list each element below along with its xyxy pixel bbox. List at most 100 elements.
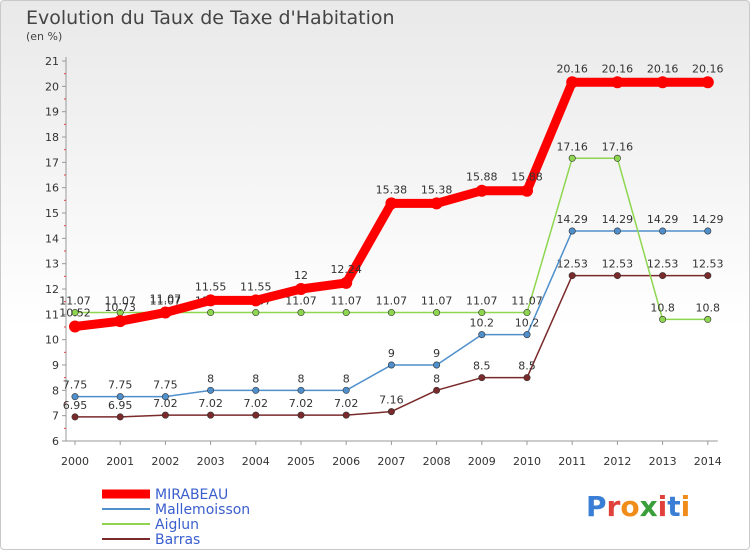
- x-tick-label: 2003: [197, 455, 225, 468]
- data-label: 11.07: [511, 295, 543, 308]
- logo-letter: P: [586, 490, 607, 523]
- logo-letter: x: [640, 490, 658, 523]
- data-label: 7.75: [63, 379, 88, 392]
- data-label: 15.88: [466, 171, 498, 184]
- data-label: 11.07: [150, 295, 182, 308]
- y-tick-label: 8: [52, 384, 59, 397]
- data-point: [207, 309, 215, 317]
- data-point: [340, 276, 353, 289]
- x-tick-label: 2000: [61, 455, 89, 468]
- data-label: 12.53: [692, 258, 724, 271]
- y-tick-label: 13: [45, 258, 59, 271]
- data-point: [478, 331, 486, 339]
- data-point: [433, 309, 441, 317]
- x-tick-label: 2011: [558, 455, 586, 468]
- data-label: 9: [433, 347, 440, 360]
- x-tick-label: 2004: [242, 455, 270, 468]
- series-layer: 6.95 6.95 7.02 7.02 7.02 7.02 7.02 7.16 8 8.5 8.5 1…: [59, 62, 724, 421]
- data-point: [71, 413, 79, 421]
- data-label: 17.16: [602, 140, 634, 153]
- data-label: 8: [298, 372, 305, 385]
- data-label: 10.2: [515, 317, 540, 330]
- logo-letter: t: [667, 490, 680, 523]
- x-tick-label: 2007: [377, 455, 405, 468]
- data-label: 20.16: [602, 62, 634, 75]
- data-label: 12.53: [647, 258, 679, 271]
- data-point: [297, 411, 305, 419]
- logo-letter: o: [620, 490, 639, 523]
- data-point: [297, 309, 305, 317]
- y-tick-label: 10: [45, 334, 59, 347]
- data-label: 11.07: [59, 295, 91, 308]
- data-point: [611, 76, 624, 89]
- data-label: 11.07: [150, 293, 182, 306]
- data-point: [207, 411, 215, 419]
- y-tick-label: 12: [45, 283, 59, 296]
- data-label: 12: [294, 269, 308, 282]
- axes: 6 7 8 9 10 11 12 13 14 15 16 17 18 19 20 21 2000 2001 2002…: [45, 55, 722, 468]
- data-label: 8.5: [473, 360, 491, 373]
- data-label: 11.07: [466, 295, 498, 308]
- data-point: [523, 374, 531, 382]
- data-label: 11.07: [285, 295, 317, 308]
- chart-title: Evolution du Taux de Taxe d'Habitation: [26, 7, 395, 29]
- data-label: 20.16: [692, 62, 724, 75]
- y-tick-label: 16: [45, 182, 59, 195]
- data-point: [342, 309, 350, 317]
- data-label: 8: [252, 372, 259, 385]
- data-label: 10.52: [59, 306, 91, 319]
- data-point: [523, 331, 531, 339]
- data-point: [568, 227, 576, 235]
- data-label: 11.07: [376, 295, 408, 308]
- data-point: [568, 272, 576, 280]
- data-point: [204, 294, 217, 307]
- x-tick-label: 2002: [151, 455, 179, 468]
- data-label: 14.29: [647, 213, 679, 226]
- data-point: [159, 306, 172, 319]
- data-label: 15.38: [376, 183, 408, 196]
- data-point: [613, 272, 621, 280]
- data-point: [613, 154, 621, 162]
- y-tick-label: 14: [45, 232, 59, 245]
- y-tick-label: 17: [45, 156, 59, 169]
- data-point: [116, 393, 124, 401]
- data-label: 8: [433, 372, 440, 385]
- series-barras: 6.95 6.95 7.02 7.02 7.02 7.02 7.02 7.16 8 8.5 8.5 1…: [63, 258, 724, 421]
- data-point: [704, 272, 712, 280]
- logo-letter: i: [681, 490, 691, 523]
- x-tick-label: 2010: [513, 455, 541, 468]
- data-point: [613, 227, 621, 235]
- data-label: 20.16: [556, 62, 588, 75]
- data-label: 10.8: [650, 301, 675, 314]
- legend-label: Aiglun: [155, 517, 199, 533]
- data-label: 20.16: [647, 62, 679, 75]
- x-tick-label: 2008: [423, 455, 451, 468]
- data-label: 7.75: [108, 379, 133, 392]
- data-label: 11.07: [104, 295, 136, 308]
- data-label: 7.75: [153, 379, 178, 392]
- y-tick-label: 11: [45, 308, 59, 321]
- x-tick-label: 2009: [468, 455, 496, 468]
- y-tick-label: 19: [45, 106, 59, 119]
- x-tick-label: 2006: [332, 455, 360, 468]
- data-point: [475, 184, 488, 197]
- chart-subtitle: (en %): [26, 30, 62, 43]
- data-point: [387, 309, 395, 317]
- data-point: [433, 361, 441, 369]
- data-label: 10.2: [470, 317, 495, 330]
- data-point: [387, 361, 395, 369]
- data-point: [114, 315, 127, 328]
- data-point: [566, 76, 579, 89]
- data-label: 6.95: [108, 399, 133, 412]
- logo-text: Proxiti: [586, 490, 690, 523]
- data-label: 11.55: [240, 280, 272, 293]
- data-point: [704, 315, 712, 323]
- data-point: [295, 283, 307, 295]
- data-point: [297, 386, 305, 394]
- x-tick-label: 2014: [694, 455, 722, 468]
- data-point: [249, 294, 262, 307]
- data-label: 15.38: [421, 183, 453, 196]
